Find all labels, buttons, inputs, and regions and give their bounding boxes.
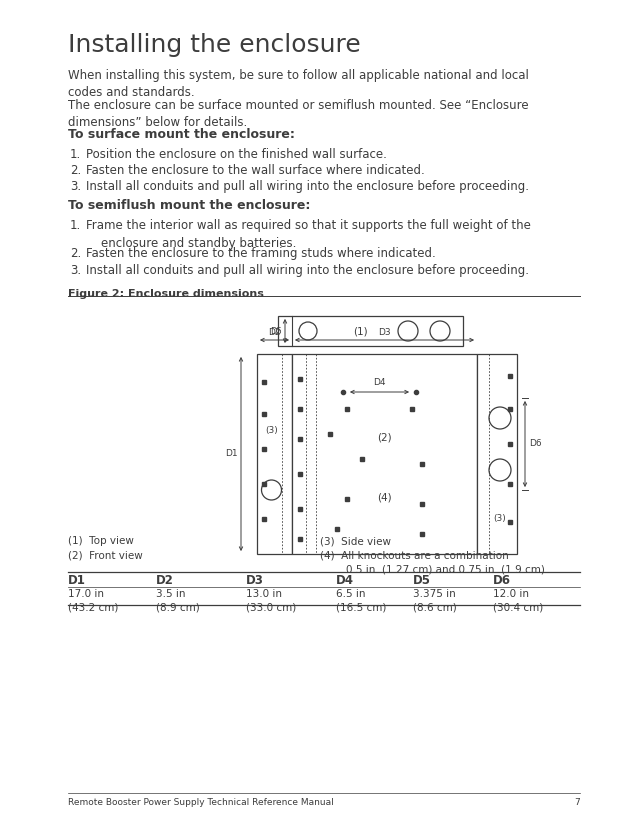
Text: 6.5 in
(16.5 cm): 6.5 in (16.5 cm): [336, 589, 387, 613]
Circle shape: [489, 459, 511, 481]
Text: D2: D2: [268, 328, 281, 337]
Bar: [278, 316, 463, 346]
Text: To semiflush mount the enclosure:: To semiflush mount the enclosure:: [68, 199, 310, 212]
Bar: [257, 354, 292, 554]
Text: 1.: 1.: [70, 219, 81, 232]
Text: 3.: 3.: [70, 180, 81, 193]
Text: Install all conduits and pull all wiring into the enclosure before proceeding.: Install all conduits and pull all wiring…: [86, 264, 529, 277]
Text: 2.: 2.: [70, 247, 81, 260]
Text: (1): (1): [353, 326, 367, 336]
Circle shape: [299, 322, 317, 340]
Text: 17.0 in
(43.2 cm): 17.0 in (43.2 cm): [68, 589, 119, 613]
Text: D2: D2: [156, 574, 174, 587]
Text: D6: D6: [493, 574, 511, 587]
Text: 3.375 in
(8.6 cm): 3.375 in (8.6 cm): [413, 589, 457, 613]
Text: The enclosure can be surface mounted or semiflush mounted. See “Enclosure
dimens: The enclosure can be surface mounted or …: [68, 99, 529, 130]
Bar: [477, 354, 517, 554]
Text: 3.: 3.: [70, 264, 81, 277]
Text: D4: D4: [336, 574, 354, 587]
Text: 3.5 in
(8.9 cm): 3.5 in (8.9 cm): [156, 589, 200, 613]
Text: (4)  All knockouts are a combination
        0.5 in. (1.27 cm) and 0.75 in. (1.9: (4) All knockouts are a combination 0.5 …: [320, 551, 545, 575]
Text: D4: D4: [373, 378, 386, 387]
Text: 12.0 in
(30.4 cm): 12.0 in (30.4 cm): [493, 589, 543, 613]
Text: Position the enclosure on the finished wall surface.: Position the enclosure on the finished w…: [86, 148, 387, 161]
Text: Frame the interior wall as required so that it supports the full weight of the
 : Frame the interior wall as required so t…: [86, 219, 531, 249]
Circle shape: [489, 407, 511, 429]
Text: (2)  Front view: (2) Front view: [68, 551, 143, 561]
Circle shape: [398, 321, 418, 341]
Text: Figure 2: Enclosure dimensions: Figure 2: Enclosure dimensions: [68, 289, 264, 299]
Text: (3)  Side view: (3) Side view: [320, 536, 391, 546]
Circle shape: [262, 480, 281, 500]
Text: D1: D1: [68, 574, 86, 587]
Text: Fasten the enclosure to the wall surface where indicated.: Fasten the enclosure to the wall surface…: [86, 164, 425, 177]
Text: (4): (4): [377, 493, 392, 503]
Text: D6: D6: [529, 439, 542, 449]
Circle shape: [430, 321, 450, 341]
Text: D3: D3: [246, 574, 264, 587]
Text: 7: 7: [574, 798, 580, 807]
Text: D3: D3: [378, 328, 391, 337]
Text: Installing the enclosure: Installing the enclosure: [68, 33, 360, 57]
Text: Remote Booster Power Supply Technical Reference Manual: Remote Booster Power Supply Technical Re…: [68, 798, 334, 807]
Text: D1: D1: [225, 449, 238, 458]
Text: 1.: 1.: [70, 148, 81, 161]
Text: Fasten the enclosure to the framing studs where indicated.: Fasten the enclosure to the framing stud…: [86, 247, 436, 260]
Text: D5: D5: [413, 574, 431, 587]
Text: (3): (3): [494, 514, 507, 523]
Text: 2.: 2.: [70, 164, 81, 177]
Text: D5: D5: [271, 326, 282, 335]
Text: (1)  Top view: (1) Top view: [68, 536, 134, 546]
Text: (2): (2): [377, 433, 392, 443]
Text: To surface mount the enclosure:: To surface mount the enclosure:: [68, 128, 295, 141]
Text: (3): (3): [265, 425, 278, 434]
Text: Install all conduits and pull all wiring into the enclosure before proceeding.: Install all conduits and pull all wiring…: [86, 180, 529, 193]
Text: 13.0 in
(33.0 cm): 13.0 in (33.0 cm): [246, 589, 296, 613]
Text: When installing this system, be sure to follow all applicable national and local: When installing this system, be sure to …: [68, 69, 529, 99]
Bar: [292, 354, 477, 554]
